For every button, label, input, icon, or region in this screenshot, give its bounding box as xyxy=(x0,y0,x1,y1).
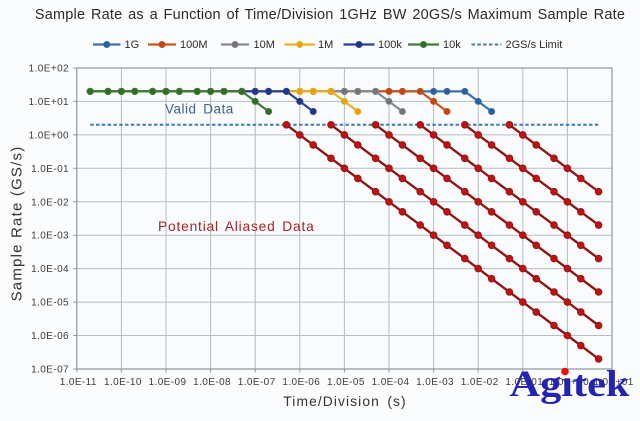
svg-text:1.0E-05: 1.0E-05 xyxy=(31,298,69,309)
svg-text:Agıtek: Agıtek xyxy=(510,364,630,405)
svg-text:1.0E+00: 1.0E+00 xyxy=(549,377,589,388)
svg-text:1.0E-03: 1.0E-03 xyxy=(31,231,69,242)
svg-text:1.0E-05: 1.0E-05 xyxy=(327,377,365,388)
svg-text:1.0E-10: 1.0E-10 xyxy=(104,377,142,388)
svg-text:10k: 10k xyxy=(443,39,461,51)
svg-text:1.0E-01: 1.0E-01 xyxy=(505,377,543,388)
svg-text:1.0E-02: 1.0E-02 xyxy=(461,377,499,388)
svg-text:1.0E-11: 1.0E-11 xyxy=(60,377,97,388)
svg-text:2GS/s Limit: 2GS/s Limit xyxy=(506,39,563,51)
svg-text:Time/Division (s): Time/Division (s) xyxy=(283,394,406,409)
svg-text:10M: 10M xyxy=(254,39,275,51)
svg-text:1.0E-07: 1.0E-07 xyxy=(238,377,276,388)
svg-text:1.0E-01: 1.0E-01 xyxy=(31,164,69,175)
svg-text:1.0E+01: 1.0E+01 xyxy=(29,97,69,108)
svg-text:1.0E-02: 1.0E-02 xyxy=(31,197,69,208)
svg-text:1G: 1G xyxy=(125,39,140,51)
svg-text:1.0E-04: 1.0E-04 xyxy=(372,377,410,388)
svg-text:1.0E-03: 1.0E-03 xyxy=(416,377,454,388)
svg-text:1.0E+01: 1.0E+01 xyxy=(593,377,633,388)
svg-text:100k: 100k xyxy=(378,39,402,51)
svg-text:1.0E-04: 1.0E-04 xyxy=(31,264,69,275)
svg-text:1.0E-07: 1.0E-07 xyxy=(31,365,69,376)
svg-text:100M: 100M xyxy=(180,39,208,51)
svg-text:1.0E-09: 1.0E-09 xyxy=(149,377,187,388)
svg-text:1M: 1M xyxy=(318,39,333,51)
svg-text:1.0E-06: 1.0E-06 xyxy=(282,377,320,388)
svg-text:1.0E-08: 1.0E-08 xyxy=(193,377,231,388)
svg-text:Sample Rate (GS/s): Sample Rate (GS/s) xyxy=(9,146,26,302)
svg-text:Potential Aliased Data: Potential Aliased Data xyxy=(158,219,315,234)
svg-text:Valid Data: Valid Data xyxy=(165,102,234,117)
svg-text:1.0E-06: 1.0E-06 xyxy=(31,331,69,342)
svg-text:Sample Rate as a Function of T: Sample Rate as a Function of Time/Divisi… xyxy=(35,7,625,23)
svg-text:1.0E+00: 1.0E+00 xyxy=(29,130,69,141)
svg-text:1.0E+02: 1.0E+02 xyxy=(29,64,69,75)
